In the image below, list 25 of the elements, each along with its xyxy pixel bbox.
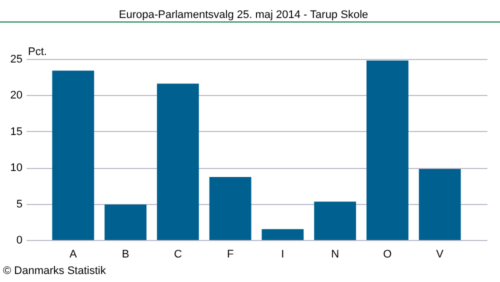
y-tick-label: 25 [10,54,22,66]
bar [156,84,199,240]
bar [209,177,252,240]
x-tick-label: C [174,248,182,260]
x-tick-label: V [436,248,444,260]
x-tick-label: O [383,248,392,260]
x-tick-label: F [226,248,234,260]
x-tick-label: B [122,248,130,260]
y-tick-label: 20 [10,90,22,102]
y-tick-label: 5 [16,198,22,210]
bar [366,60,408,240]
chart-title: Europa-Parlamentsvalg 25. maj 2014 - Tarup Skole [118,9,368,21]
y-tick-label: 15 [10,126,22,138]
y-tick-label: 0 [16,234,22,246]
bar [314,202,356,240]
x-tick-label: A [69,248,78,260]
x-tick-label: N [331,248,340,260]
y-tick-label: 10 [10,162,22,174]
bar [52,70,94,240]
x-tick-label: I [281,248,284,260]
bar [262,229,304,240]
text: © Danmarks Statistik [3,265,106,277]
y-axis-title: Pct. [28,46,47,58]
bar [104,204,146,240]
bar [418,169,461,240]
